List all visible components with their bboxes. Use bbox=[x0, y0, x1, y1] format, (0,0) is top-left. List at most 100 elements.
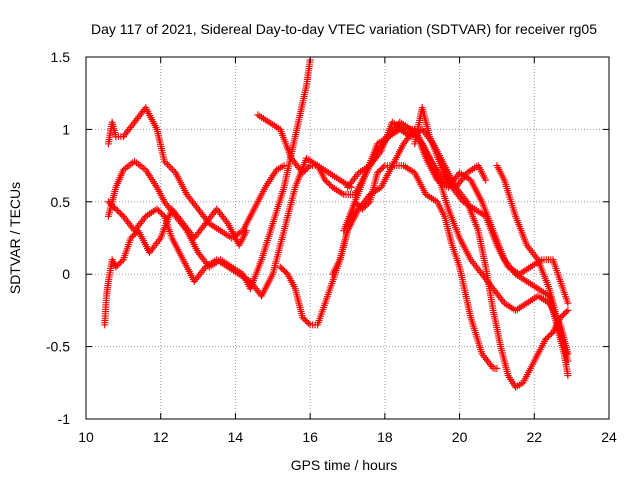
data-point bbox=[278, 264, 286, 272]
data-point bbox=[324, 179, 332, 187]
series-arc-k bbox=[493, 162, 572, 365]
x-axis-label: GPS time / hours bbox=[291, 457, 398, 473]
data-point bbox=[379, 163, 387, 171]
data-point bbox=[323, 178, 331, 186]
data-point bbox=[562, 308, 570, 316]
data-point bbox=[373, 169, 381, 177]
data-point bbox=[112, 263, 120, 271]
data-point bbox=[107, 201, 115, 209]
data-point bbox=[279, 266, 287, 274]
data-point bbox=[547, 330, 555, 338]
x-tick-label: 14 bbox=[228, 429, 244, 445]
data-point bbox=[154, 206, 162, 214]
data-point bbox=[153, 205, 161, 213]
data-point bbox=[299, 169, 307, 177]
x-tick-label: 22 bbox=[526, 429, 542, 445]
data-point bbox=[113, 206, 121, 214]
data-point bbox=[131, 230, 139, 238]
data-point bbox=[159, 211, 167, 219]
data-point bbox=[564, 357, 572, 365]
data-point bbox=[109, 202, 117, 210]
data-point bbox=[303, 164, 311, 172]
x-tick-label: 18 bbox=[377, 429, 393, 445]
data-point bbox=[303, 318, 311, 326]
data-point bbox=[170, 167, 178, 175]
series-arc-i bbox=[344, 118, 572, 380]
data-point bbox=[299, 314, 307, 322]
data-point bbox=[115, 208, 123, 216]
data-point bbox=[167, 164, 175, 172]
data-point bbox=[243, 227, 251, 235]
data-point bbox=[162, 159, 170, 167]
data-point bbox=[116, 259, 124, 267]
plot-frame bbox=[85, 56, 610, 420]
series-arc-d bbox=[101, 205, 251, 329]
data-point bbox=[305, 319, 313, 327]
data-point bbox=[300, 315, 308, 323]
data-point bbox=[116, 209, 124, 217]
chart-title: Day 117 of 2021, Sidereal Day-to-day VTE… bbox=[91, 21, 597, 37]
data-point bbox=[493, 364, 501, 372]
data-point bbox=[558, 312, 566, 320]
data-point bbox=[561, 309, 569, 317]
data-point bbox=[160, 157, 168, 165]
x-tick-label: 10 bbox=[78, 429, 94, 445]
data-point bbox=[280, 162, 288, 170]
x-tick-label: 20 bbox=[452, 429, 468, 445]
data-point bbox=[165, 162, 173, 170]
data-point bbox=[282, 269, 290, 277]
data-point bbox=[164, 161, 172, 169]
data-point bbox=[564, 299, 572, 307]
data-point bbox=[115, 260, 123, 268]
data-point bbox=[564, 306, 572, 314]
data-point bbox=[378, 164, 386, 172]
data-point bbox=[559, 311, 567, 319]
data-point bbox=[118, 211, 126, 219]
data-marks bbox=[101, 56, 572, 391]
data-point bbox=[106, 199, 114, 207]
data-point bbox=[104, 198, 112, 206]
data-point bbox=[564, 372, 572, 380]
y-axis-label: SDTVAR / TECUs bbox=[7, 182, 23, 294]
y-tick-label: -0.5 bbox=[46, 339, 70, 355]
series-arc-f bbox=[276, 162, 501, 372]
x-tick-label: 12 bbox=[153, 429, 169, 445]
y-tick-label: 1.5 bbox=[51, 49, 71, 65]
data-point bbox=[127, 234, 135, 242]
data-point bbox=[544, 332, 552, 340]
data-point bbox=[302, 317, 310, 325]
data-point bbox=[281, 267, 289, 275]
data-point bbox=[546, 331, 554, 339]
data-point bbox=[168, 166, 176, 174]
data-point bbox=[482, 176, 490, 184]
data-point bbox=[130, 231, 138, 239]
data-point bbox=[305, 163, 313, 171]
data-point bbox=[300, 167, 308, 175]
series-arc-b bbox=[104, 56, 314, 293]
data-point bbox=[326, 180, 334, 188]
data-point bbox=[113, 262, 121, 270]
y-tick-label: 0.5 bbox=[51, 194, 71, 210]
data-point bbox=[128, 233, 136, 241]
data-point bbox=[541, 335, 549, 343]
data-point bbox=[276, 263, 284, 271]
y-tick-label: 1 bbox=[62, 121, 70, 137]
axis-ticks: 10 12 14 16 18 20 22 24 -1 -0.5 0 0.5 1 1.5 bbox=[46, 49, 617, 445]
data-point bbox=[157, 209, 165, 217]
data-point bbox=[112, 205, 120, 213]
y-tick-label: 0 bbox=[62, 266, 70, 282]
data-point bbox=[110, 204, 118, 212]
data-point bbox=[376, 166, 384, 174]
x-tick-label: 24 bbox=[601, 429, 617, 445]
data-point bbox=[543, 334, 551, 342]
data-point bbox=[156, 208, 164, 216]
data-point bbox=[302, 166, 310, 174]
data-point bbox=[375, 167, 383, 175]
data-point bbox=[118, 257, 126, 265]
y-tick-label: -1 bbox=[58, 411, 71, 427]
series-arc-j bbox=[411, 104, 572, 307]
x-tick-label: 16 bbox=[302, 429, 318, 445]
data-point bbox=[321, 176, 329, 184]
series-arc-a bbox=[104, 104, 288, 242]
